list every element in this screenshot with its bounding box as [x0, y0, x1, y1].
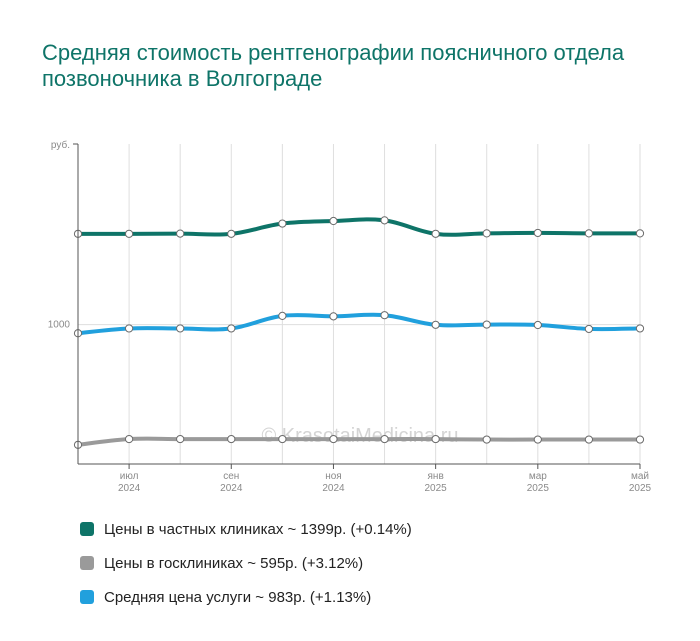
data-point	[482, 229, 491, 238]
series-layer	[73, 216, 645, 449]
x-tick-label-year: 2025	[425, 483, 448, 494]
data-point	[482, 320, 491, 329]
data-point	[533, 435, 542, 444]
data-point	[329, 216, 338, 226]
legend-swatch-private	[80, 522, 94, 536]
data-point	[329, 434, 338, 444]
x-tick-label-month: сен	[223, 471, 239, 482]
data-point	[278, 434, 287, 444]
x-tick-label-year: 2024	[220, 483, 243, 494]
series-line	[76, 436, 642, 447]
series-line	[76, 217, 642, 237]
axes: 1000руб.июл2024сен2024ноя2024янв2025мар2…	[48, 139, 652, 494]
legend-item-average[interactable]: Средняя цена услуги ~ 983р. (+1.13%)	[80, 580, 412, 614]
data-point	[380, 434, 389, 444]
data-point	[533, 320, 542, 330]
data-point	[176, 324, 185, 333]
data-point	[584, 229, 594, 238]
x-tick-label-month: ноя	[325, 471, 342, 482]
x-tick-label-year: 2025	[629, 483, 652, 494]
data-point	[533, 228, 542, 238]
x-tick-label-year: 2024	[322, 483, 345, 494]
series-0	[73, 216, 645, 238]
data-point	[635, 435, 645, 444]
watermark: © KrasotaiMedicina.ru	[261, 425, 458, 447]
x-tick-label-month: июл	[120, 471, 139, 482]
data-point	[380, 216, 389, 225]
legend-swatch-state	[80, 556, 94, 570]
data-point	[278, 311, 287, 320]
legend-label-average: Средняя цена услуги ~ 983р. (+1.13%)	[104, 588, 372, 606]
series-line	[76, 312, 642, 336]
x-tick-label-month: май	[631, 471, 649, 482]
line-chart: © KrasotaiMedicina.ru 1000руб.июл2024сен…	[48, 139, 652, 494]
data-point	[124, 434, 134, 444]
data-point	[431, 229, 440, 238]
data-point	[124, 324, 134, 333]
legend-item-state[interactable]: Цены в госклиниках ~ 595р. (+3.12%)	[80, 546, 412, 580]
data-point	[431, 320, 440, 329]
x-tick-label-month: мар	[529, 471, 547, 482]
grid	[77, 144, 641, 464]
data-point	[431, 434, 440, 444]
data-point	[329, 312, 338, 321]
legend-label-state: Цены в госклиниках ~ 595р. (+3.12%)	[104, 554, 364, 572]
legend-item-private[interactable]: Цены в частных клиниках ~ 1399р. (+0.14%…	[80, 512, 412, 546]
data-point	[584, 435, 594, 444]
legend-swatch-average	[80, 590, 94, 604]
data-point	[176, 434, 185, 444]
data-point	[176, 229, 185, 238]
data-point	[482, 435, 491, 444]
y-tick-label: 1000	[48, 320, 71, 331]
y-unit-label: руб.	[51, 139, 70, 151]
data-point	[227, 434, 236, 444]
data-point	[278, 219, 287, 228]
series-1	[73, 311, 645, 338]
legend: Цены в частных клиниках ~ 1399р. (+0.14%…	[80, 512, 412, 614]
data-point	[380, 311, 389, 320]
legend-label-private: Цены в частных клиниках ~ 1399р. (+0.14%…	[104, 520, 412, 538]
x-tick-label-month: янв	[428, 471, 444, 482]
data-point	[584, 324, 594, 334]
x-tick-label-year: 2024	[118, 483, 141, 494]
data-point	[635, 324, 645, 333]
chart-title: Средняя стоимость рентгенографии пояснич…	[42, 40, 625, 91]
data-point	[227, 324, 236, 333]
data-point	[227, 229, 236, 238]
x-tick-label-year: 2025	[527, 483, 550, 494]
data-point	[124, 229, 134, 238]
data-point	[635, 229, 645, 238]
